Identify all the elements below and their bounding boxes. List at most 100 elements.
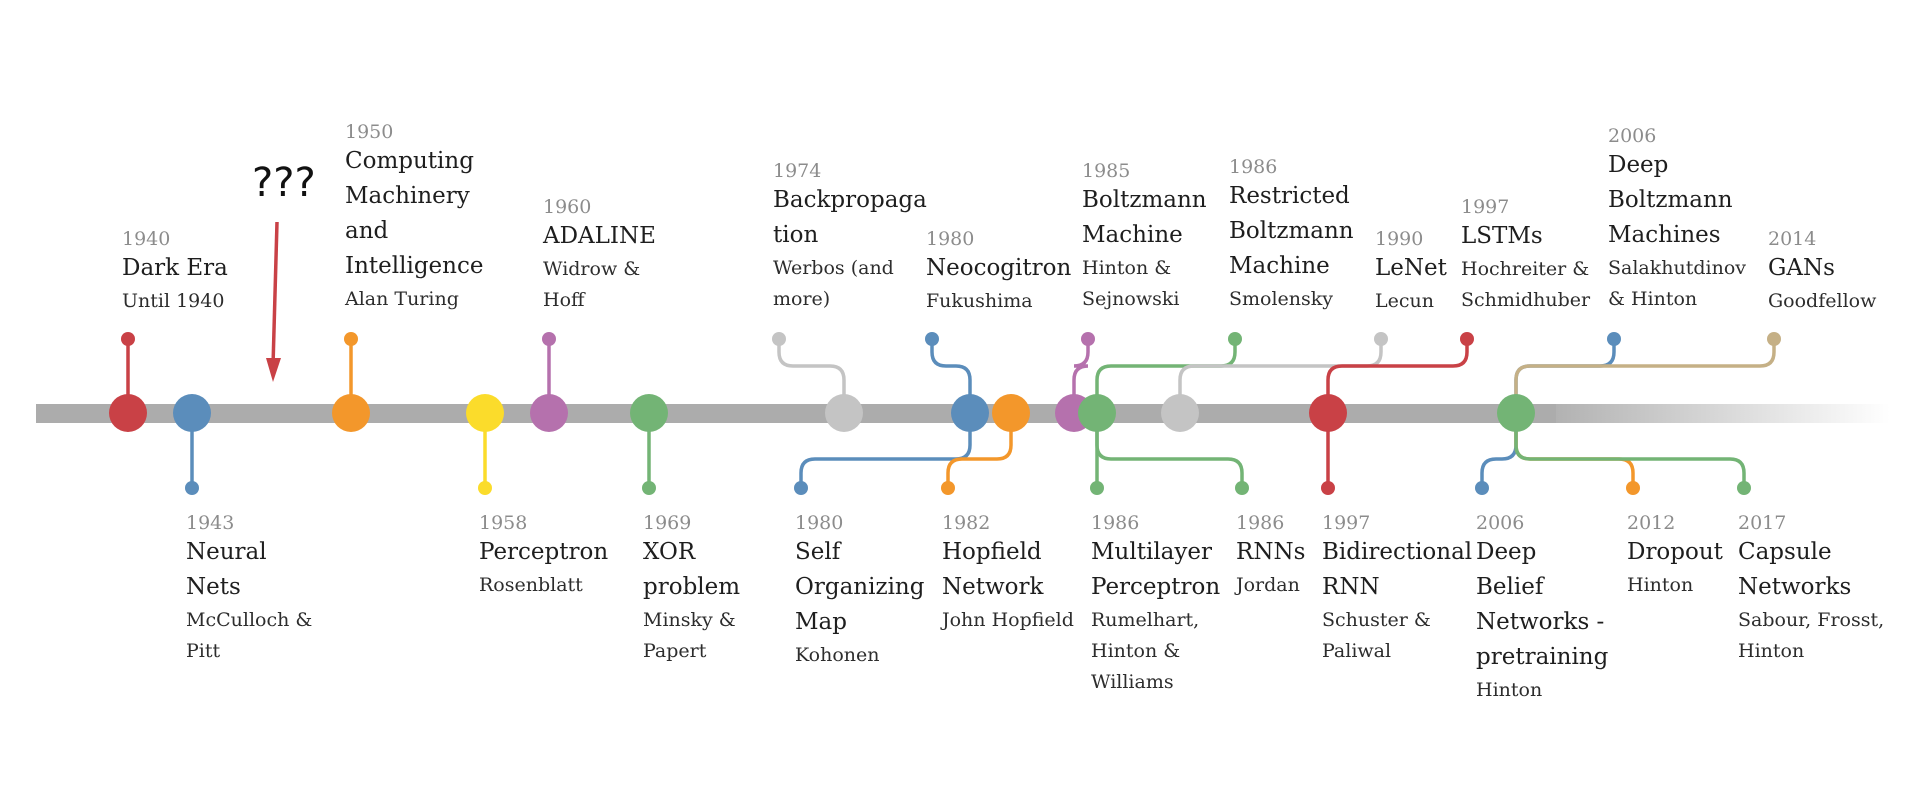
event-title: ADALINE [543,222,656,249]
event-author: Hinton [1627,573,1694,596]
event-dot-capsule[interactable] [1737,481,1751,495]
event-title: Bidirectional RNN [1322,538,1473,600]
event-title: Multilayer Perceptron [1091,538,1221,600]
event-xor-problem[interactable]: 1969 XOR problem Minsky & Papert [643,512,793,667]
timeline-hub-11[interactable] [1161,394,1199,432]
event-title: Perceptron [479,538,609,565]
timeline-hub-12[interactable] [1309,394,1347,432]
event-hopfield[interactable]: 1982 Hopfield Network John Hopfield [942,512,1082,636]
event-year: 1986 [1236,512,1285,534]
timeline-hub-5[interactable] [630,394,668,432]
event-lstms[interactable]: 1997 LSTMs Hochreiter & Schmidhuber [1461,196,1591,316]
event-lenet[interactable]: 1990 LeNet Lecun [1375,228,1515,317]
event-mlp[interactable]: 1986 Multilayer Perceptron Rumelhart, Hint… [1091,512,1221,698]
event-birnn[interactable]: 1997 Bidirectional RNN Schuster & Paliwal [1322,512,1472,667]
event-dot-dbn[interactable] [1475,481,1489,495]
event-dot-som[interactable] [794,481,808,495]
event-dot-dropout[interactable] [1626,481,1640,495]
event-author: Minsky & Papert [643,608,736,662]
event-dot-boltzmann[interactable] [1081,332,1095,346]
event-dot-computing-machinery[interactable] [344,332,358,346]
event-dot-lenet[interactable] [1374,332,1388,346]
timeline-hub-0[interactable] [109,394,147,432]
connector-lenet [1178,339,1383,413]
event-dot-neocogitron[interactable] [925,332,939,346]
event-dot-adaline[interactable] [542,332,556,346]
event-dot-neural-nets[interactable] [185,481,199,495]
event-dot-rbm[interactable] [1228,332,1242,346]
event-author: Alan Turing [345,287,459,310]
event-dark-era[interactable]: 1940 Dark Era Until 1940 [122,228,262,317]
event-dot-rnns[interactable] [1235,481,1249,495]
event-rbm[interactable]: 1986 Restricted Boltzmann Machine Smolensk… [1229,156,1359,315]
event-dot-xor-problem[interactable] [642,481,656,495]
event-computing-machinery[interactable]: 1950 Computing Machinery and Intelligence… [345,121,495,315]
timeline-hub-4[interactable] [530,394,568,432]
event-dot-dbm[interactable] [1607,332,1621,346]
event-backpropagation[interactable]: 1974 Backpropaga tion Werbos (and more) [773,160,927,315]
event-dbn[interactable]: 2006 Deep Belief Networks - pretraining Hi… [1476,512,1608,706]
event-year: 1997 [1461,196,1510,218]
event-year: 2014 [1768,228,1817,250]
event-dot-birnn[interactable] [1321,481,1335,495]
event-author: Rosenblatt [479,573,583,596]
event-title: Self Organizing Map [795,538,925,635]
timeline-hub-8[interactable] [992,394,1030,432]
event-title: LSTMs [1461,222,1543,249]
event-dot-lstms[interactable] [1460,332,1474,346]
event-title: Dark Era [122,254,228,281]
event-neocogitron[interactable]: 1980 Neocogitron Fukushima [926,228,1072,317]
event-author: Smolensky [1229,287,1334,310]
event-year: 1980 [926,228,975,250]
event-year: 1960 [543,196,592,218]
event-year: 1980 [795,512,844,534]
timeline-hub-10[interactable] [1078,394,1116,432]
event-som[interactable]: 1980 Self Organizing Map Kohonen [795,512,925,671]
connector-rbm [1095,339,1237,413]
event-author: Schuster & Paliwal [1322,608,1431,662]
timeline-hub-6[interactable] [825,394,863,432]
event-dbm[interactable]: 2006 Deep Boltzmann Machines Salakhutdinov… [1608,125,1758,315]
timeline-hub-7[interactable] [951,394,989,432]
event-year: 1943 [186,512,235,534]
event-author: Salakhutdinov & Hinton [1608,256,1747,310]
event-dropout[interactable]: 2012 Dropout Hinton [1627,512,1767,601]
event-dot-dark-era[interactable] [121,332,135,346]
event-capsule[interactable]: 2017 Capsule Networks Sabour, Frosst, Hint… [1738,512,1888,667]
event-author: Kohonen [795,643,880,666]
event-title: Computing Machinery and Intelligence [345,147,484,279]
event-rnns[interactable]: 1986 RNNs Jordan [1236,512,1376,601]
event-adaline[interactable]: 1960 ADALINE Widrow & Hoff [543,196,663,316]
event-dot-gans[interactable] [1767,332,1781,346]
event-year: 1974 [773,160,822,182]
event-dot-perceptron[interactable] [478,481,492,495]
timeline-hub-1[interactable] [173,394,211,432]
event-author: Lecun [1375,289,1434,312]
event-boltzmann[interactable]: 1985 Boltzmann Machine Hinton & Sejnowski [1082,160,1212,315]
arrow-icon [266,221,281,382]
event-dot-backpropagation[interactable] [772,332,786,346]
event-neural-nets[interactable]: 1943 Neural Nets McCulloch & Pitt [186,512,326,667]
event-title: GANs [1768,254,1835,281]
event-title: Neocogitron [926,254,1072,281]
event-perceptron[interactable]: 1958 Perceptron Rosenblatt [479,512,619,601]
timeline-hub-3[interactable] [466,394,504,432]
event-dot-hopfield[interactable] [941,481,955,495]
connector-dropout [1514,413,1635,488]
connector-hopfield [946,413,1013,488]
event-author: Sabour, Frosst, Hinton [1738,608,1885,662]
event-title: Backpropaga tion [773,186,927,248]
event-dot-mlp[interactable] [1090,481,1104,495]
event-author: Widrow & Hoff [543,257,641,311]
event-year: 1986 [1229,156,1278,178]
event-gans[interactable]: 2014 GANs Goodfellow [1768,228,1908,317]
event-author: Jordan [1236,573,1300,596]
event-author: Until 1940 [122,289,225,312]
timeline-hub-2[interactable] [332,394,370,432]
event-year: 1982 [942,512,991,534]
event-author: Fukushima [926,289,1033,312]
timeline-hub-13[interactable] [1497,394,1535,432]
event-author: McCulloch & Pitt [186,608,313,662]
